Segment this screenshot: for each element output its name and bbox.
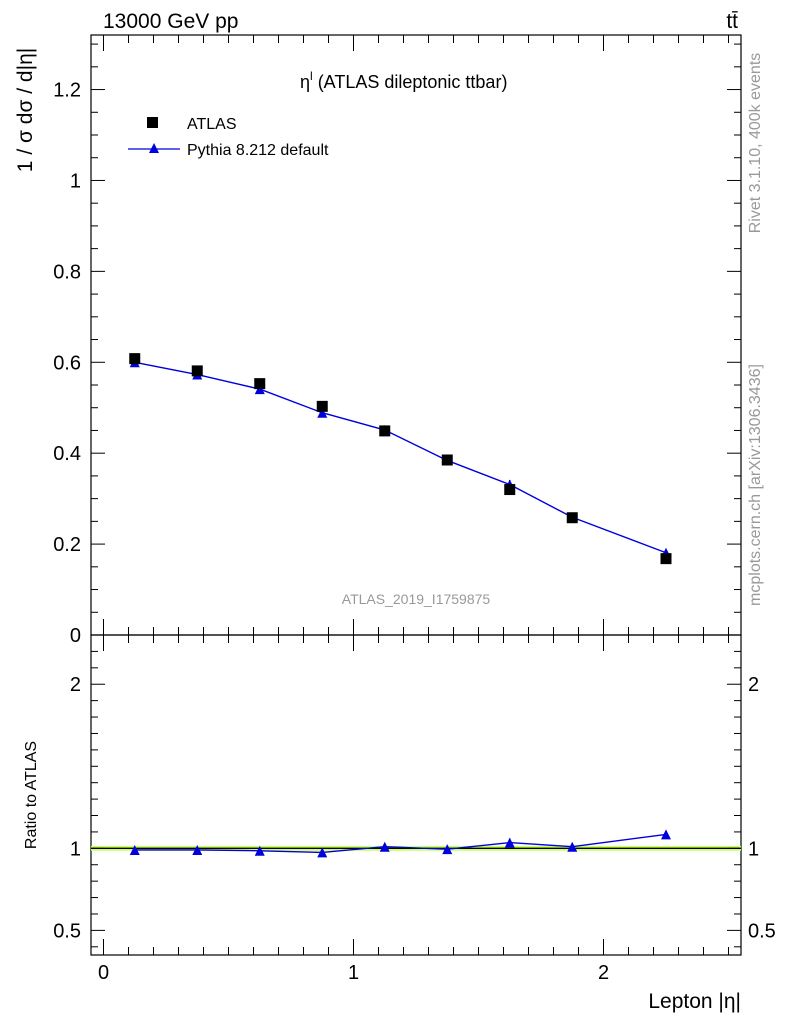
ratio-point (129, 844, 140, 855)
ratio-point (254, 845, 265, 856)
atlas-point (254, 378, 266, 390)
ratio-ytick-label-right: 1 (748, 838, 759, 860)
ratio-point (504, 837, 515, 848)
ratio-xtick-label: 2 (598, 962, 609, 984)
legend-atlas-marker (147, 117, 158, 128)
ratio-xtick-label: 0 (98, 962, 109, 984)
atlas-point (191, 365, 203, 377)
ratio-ytick-label: 0.5 (53, 920, 81, 942)
ratio-ytick-label-right: 0.5 (748, 920, 776, 942)
rivet-label: Rivet 3.1.10, 400k events (747, 53, 764, 234)
atlas-point (379, 425, 391, 437)
ratio-point (442, 844, 453, 855)
main-ytick-label: 1.2 (53, 80, 81, 102)
atlas-point (441, 454, 453, 466)
analysis-label: ATLAS_2019_I1759875 (342, 591, 491, 607)
atlas-point (566, 512, 578, 524)
ratio-point (567, 841, 578, 852)
ratio-xtick-label: 1 (348, 962, 359, 984)
ratio-panel: 0.5 0.5 1 1 2 2 0 1 2 Ratio to ATLAS Lepton |η| (23, 634, 776, 1013)
main-ytick-label: 0.2 (53, 534, 81, 556)
title-eta: η (300, 72, 310, 92)
pythia-point (317, 407, 328, 418)
legend-atlas-label: ATLAS (187, 116, 237, 133)
ratio-x-ticks: 0 1 2 (98, 635, 729, 984)
main-ytick-label: 0.6 (53, 352, 81, 374)
ratio-point (661, 829, 671, 840)
atlas-point (129, 353, 141, 365)
legend-pythia-marker (149, 143, 159, 153)
ratio-data-marks (129, 829, 671, 858)
main-ytick-label: 1 (70, 170, 81, 192)
ratio-point (192, 844, 203, 855)
ratio-ytick-label-right: 2 (748, 674, 759, 696)
main-ytick-label: 0 (70, 625, 81, 647)
title-superscript: l (310, 69, 313, 83)
main-panel: 0 0.2 0.4 0.6 0.8 1 1.2 1 / σ dσ / d|η| ηl (AT… (14, 34, 742, 647)
energy-label: 13000 GeV pp (103, 10, 238, 33)
ratio-ytick-label: 2 (70, 674, 81, 696)
main-ytick-label: 0.4 (53, 443, 81, 465)
main-y-ticks: 0 0.2 0.4 0.6 0.8 1 1.2 (53, 43, 741, 647)
main-x-ticks (103, 35, 729, 635)
atlas-point (504, 484, 516, 496)
main-ytick-label: 0.8 (53, 261, 81, 283)
atlas-point (316, 400, 328, 412)
main-data-marks (129, 353, 672, 565)
title-rest: (ATLAS dileptonic ttbar) (313, 72, 508, 92)
legend-pythia-label: Pythia 8.212 default (187, 142, 329, 159)
process-label: tt̄ (726, 10, 738, 33)
ratio-point (379, 841, 390, 852)
main-y-axis-label: 1 / σ dσ / d|η| (14, 48, 37, 172)
ratio-point (317, 847, 328, 858)
ratio-ytick-label: 1 (70, 838, 81, 860)
main-title: ηl (ATLAS dileptonic ttbar) (300, 69, 507, 92)
pythia-line (134, 361, 667, 554)
atlas-point (660, 553, 672, 565)
x-axis-label: Lepton |η| (648, 990, 741, 1013)
source-label: mcplots.cern.ch [arXiv:1306.3436] (747, 364, 764, 606)
ratio-y-ticks: 0.5 0.5 1 1 2 2 (53, 650, 776, 948)
legend: ATLAS Pythia 8.212 default (128, 116, 329, 159)
ratio-y-axis-label: Ratio to ATLAS (23, 741, 40, 849)
ratio-frame (90, 634, 742, 956)
